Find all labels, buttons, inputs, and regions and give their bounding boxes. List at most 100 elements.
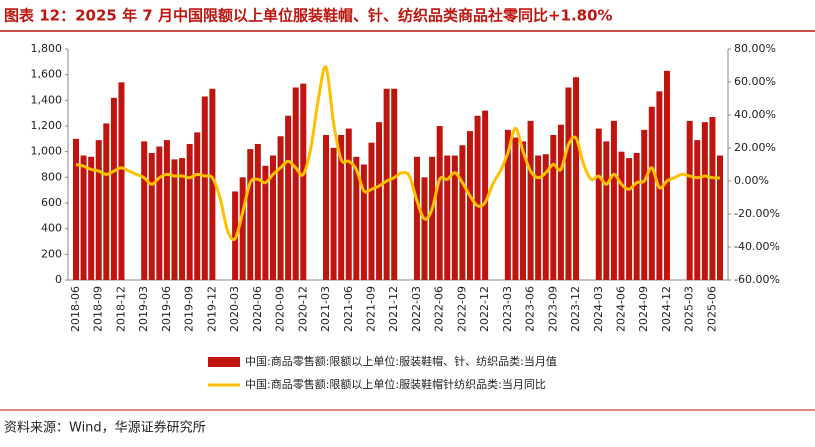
y-tick-label: 1,600 (31, 68, 63, 81)
source: 资料来源：Wind，华源证券研究所 (4, 420, 206, 436)
bar (436, 126, 443, 280)
x-tick-label: 2025-03 (683, 286, 696, 332)
x-tick-label: 2018-06 (69, 286, 82, 332)
x-tick-label: 2022-09 (455, 286, 468, 332)
x-tick-label: 2023-06 (524, 286, 537, 332)
bar (535, 155, 542, 280)
bar (292, 87, 299, 280)
bar (429, 156, 436, 280)
bar (345, 128, 352, 280)
bar (573, 77, 580, 280)
x-tick-label: 2025-06 (705, 286, 718, 332)
bar (156, 146, 163, 280)
y-tick-label: 1,800 (31, 42, 63, 55)
y-tick-label: 1,400 (31, 93, 63, 106)
bar (376, 122, 383, 281)
x-tick-label: 2022-06 (433, 286, 446, 332)
bar (459, 145, 466, 280)
bar (141, 141, 148, 280)
bar (360, 164, 367, 280)
bar (717, 155, 723, 280)
x-tick-label: 2019-06 (160, 286, 173, 332)
bar (179, 158, 186, 280)
bar (610, 120, 617, 280)
y2-tick-label: 0.00% (734, 174, 769, 187)
bar (239, 177, 246, 280)
x-tick-label: 2021-09 (364, 286, 377, 332)
bar (262, 165, 269, 280)
y-tick-label: 200 (41, 247, 62, 260)
x-tick-label: 2020-12 (296, 286, 309, 332)
x-tick-label: 2021-06 (342, 286, 355, 332)
x-tick-label: 2020-06 (251, 286, 264, 332)
bar (626, 158, 633, 280)
x-tick-label: 2018-12 (114, 286, 127, 332)
y-tick-label: 1,000 (31, 145, 63, 158)
bar (247, 149, 254, 280)
bar (421, 177, 428, 280)
bar (163, 140, 170, 280)
bar (413, 156, 420, 280)
bar (451, 155, 458, 280)
bar (148, 152, 155, 280)
y2-tick-label: -20.00% (734, 207, 780, 220)
y2-tick-label: 20.00% (734, 141, 776, 154)
bar (444, 155, 451, 280)
bar (633, 152, 640, 280)
y-tick-label: 400 (41, 222, 62, 235)
line (75, 65, 721, 242)
y-tick-label: 1,200 (31, 119, 63, 132)
bar (110, 97, 117, 281)
y2-tick-label: -60.00% (734, 273, 780, 286)
bar (557, 124, 564, 280)
x-tick-label: 2021-12 (387, 286, 400, 332)
x-tick-label: 2022-03 (410, 286, 423, 332)
y2-tick-label: 60.00% (734, 75, 776, 88)
y-tick-label: 800 (41, 170, 62, 183)
bar (542, 154, 549, 280)
bar (300, 83, 307, 281)
bar (118, 82, 125, 280)
x-tick-label: 2019-03 (137, 286, 150, 332)
bar (694, 140, 701, 280)
bar (550, 134, 557, 280)
bar (201, 96, 208, 280)
bar (353, 156, 360, 280)
bar (323, 134, 330, 280)
bar (686, 120, 693, 280)
bar (709, 117, 716, 281)
bar (663, 70, 670, 280)
bar (73, 138, 79, 280)
bar (701, 122, 708, 281)
bar (277, 136, 284, 280)
legend-swatch (208, 357, 240, 367)
bar (383, 88, 390, 281)
bar (80, 155, 87, 280)
x-tick-label: 2024-09 (637, 286, 650, 332)
legend-label: 中国:商品零售额:限额以上单位:服装鞋帽、针、纺织品类:当月值 (245, 354, 557, 368)
bar (512, 137, 519, 280)
x-tick-label: 2018-09 (92, 286, 105, 332)
bar (391, 88, 398, 281)
bar (482, 110, 489, 280)
bar (648, 106, 655, 280)
bar (527, 120, 534, 280)
bar (171, 159, 178, 280)
x-tick-label: 2023-12 (569, 286, 582, 332)
bar (88, 156, 95, 280)
y-tick-label: 0 (55, 273, 62, 286)
bar (194, 132, 201, 280)
bar (254, 143, 261, 280)
legend-label: 中国:商品零售额:限额以上单位:服装鞋帽针纺织品类:当月同比 (245, 377, 546, 391)
x-tick-label: 2019-09 (183, 286, 196, 332)
bar (186, 143, 193, 280)
bar (95, 140, 102, 280)
x-tick-label: 2023-03 (501, 286, 514, 332)
bar (603, 141, 610, 280)
bar (269, 155, 276, 280)
x-tick-label: 2021-03 (319, 286, 332, 332)
x-tick-label: 2024-12 (660, 286, 673, 332)
bar (368, 142, 375, 280)
bar (285, 115, 292, 280)
